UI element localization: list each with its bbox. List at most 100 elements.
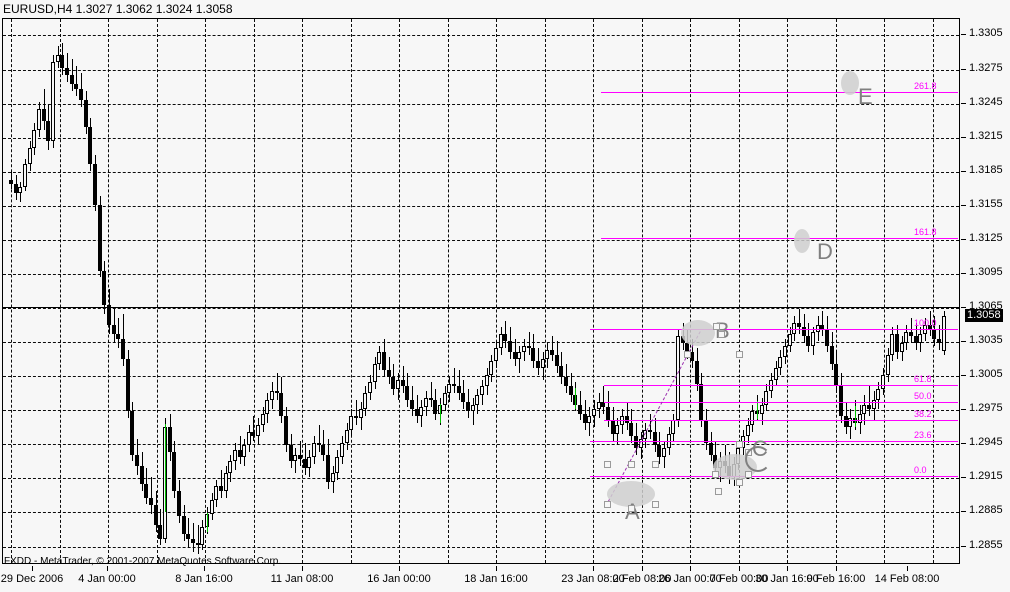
session-marker [855,406,857,427]
price-tick-label: 1.3035 [969,334,1003,347]
price-tick-label: 1.3065 [969,300,1003,313]
candle-body [260,413,265,425]
candle-body [32,129,37,148]
fibonacci-level-label: 0.0 [914,464,927,475]
price-tick [961,511,966,513]
candle-body [265,400,270,414]
candle-wick [416,395,418,423]
candle-body [55,54,60,62]
candle-body [797,322,802,328]
candle-wick [66,52,68,83]
fibonacci-level-line[interactable] [590,329,958,331]
grid-line-horizontal [3,171,959,173]
fibonacci-level-label: 261.8 [914,80,937,91]
object-selection-handle[interactable] [652,461,659,468]
annotation-arc-c[interactable] [745,446,771,472]
candle-body [526,345,531,348]
time-axis[interactable]: 29 Dec 2006 4 Jan 00:00 8 Jan 16:00 11 Jan … [1,566,1010,592]
candle-body [410,400,415,410]
candle-body [167,427,172,453]
fibonacci-level-line[interactable] [601,91,958,93]
candle-body [102,270,107,305]
fibonacci-level-line[interactable] [590,441,958,443]
annotation-highlight-blob[interactable] [681,320,715,346]
object-selection-handle[interactable] [604,501,611,508]
candle-body [470,404,475,412]
candle-body [507,340,512,353]
candle-body [503,334,508,341]
time-tick-label: 30 Jan 16:00 [755,573,819,585]
chart-header-ohlc: EURUSD,H4 1.3027 1.3062 1.3024 1.3058 [3,2,233,16]
fibonacci-level-line[interactable] [601,238,958,240]
candle-wick [253,415,255,441]
candle-body [349,415,354,430]
annotation-label-e[interactable]: E [858,84,873,109]
grid-line-vertical [350,19,352,563]
fibonacci-level-line[interactable] [604,419,958,421]
annotation-highlight-blob[interactable] [607,481,655,507]
grid-line-vertical [835,19,837,563]
time-tick [399,566,400,571]
price-axis[interactable]: 1.3305 1.3275 1.3245 1.3215 1.3185 1.3155 1.31… [961,18,1010,564]
object-selection-handle[interactable] [713,323,720,330]
candle-body [363,393,368,410]
session-marker [575,387,577,409]
price-tick [961,34,966,36]
grid-line-vertical [399,19,400,563]
candle-body [829,345,834,364]
time-tick [642,566,643,571]
fibonacci-level-line[interactable] [604,384,958,386]
object-selection-handle[interactable] [652,501,659,508]
object-selection-handle[interactable] [736,441,743,448]
price-tick-label: 1.3305 [969,27,1003,40]
fibonacci-level-line[interactable] [604,401,958,403]
object-selection-handle[interactable] [736,351,743,358]
candle-body [493,347,498,362]
candle-body [326,454,331,482]
object-selection-handle[interactable] [718,331,725,338]
annotation-label-d[interactable]: D [817,239,833,264]
price-tick [961,204,966,206]
object-selection-handle[interactable] [736,479,743,486]
object-selection-handle[interactable] [745,471,752,478]
annotation-highlight-blob[interactable] [841,71,859,95]
candle-body [927,325,932,330]
candle-wick [197,524,199,555]
candle-body [60,54,65,69]
fibonacci-level-line[interactable] [590,475,958,477]
candle-body [298,454,303,460]
grid-line-vertical [932,19,934,563]
object-selection-handle[interactable] [604,461,611,468]
candle-wick [505,320,507,348]
time-tick-label: 4 Jan 00:00 [78,573,136,585]
object-selection-handle[interactable] [628,505,635,512]
candle-body [820,325,825,330]
object-selection-handle[interactable] [684,351,691,358]
candle-wick [76,66,78,96]
object-selection-handle[interactable] [712,471,719,478]
time-tick [107,566,108,571]
candle-body [270,390,275,401]
candle-body [521,345,526,353]
candle-body [801,327,806,337]
candle-wick [118,318,120,348]
candle-body [918,334,923,344]
candle-body [540,359,545,369]
candle-body [442,393,447,405]
fibonacci-level-label: 161.8 [914,227,937,238]
candle-body [806,336,811,346]
candle-body [447,384,452,394]
price-tick-label: 1.2915 [969,470,1003,483]
grid-line-vertical [738,19,740,563]
price-tick [961,341,966,343]
candle-wick [822,311,824,337]
candle-body [405,386,410,401]
time-tick [32,566,33,571]
object-selection-handle[interactable] [715,488,722,495]
candle-body [396,379,401,389]
annotation-highlight-blob[interactable] [794,229,810,253]
object-selection-handle[interactable] [628,461,635,468]
candle-body [596,402,601,410]
